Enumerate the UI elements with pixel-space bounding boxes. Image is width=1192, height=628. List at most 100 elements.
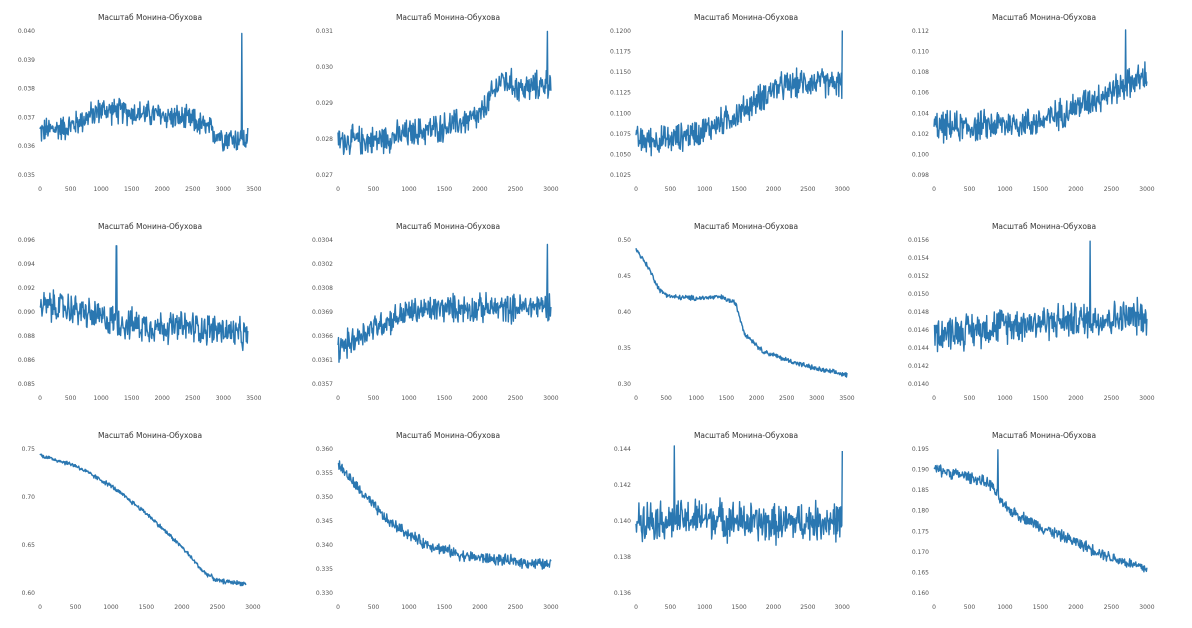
chart-panel: Масштаб Монина-Обухова 0.098 0.100 0.102 0.1… [912, 13, 1155, 193]
x-tick-label: 500 [964, 186, 976, 193]
x-tick-label: 3000 [543, 604, 558, 611]
x-tick-label: 0 [932, 186, 936, 193]
y-tick-label: 0.031 [316, 28, 333, 35]
series-line [39, 245, 249, 352]
x-tick-label: 1000 [697, 186, 712, 193]
y-tick-label: 0.1125 [610, 90, 631, 97]
chart-title: Масштаб Монина-Обухова [992, 431, 1096, 440]
series-line [39, 453, 247, 587]
x-tick-label: 1000 [689, 395, 704, 402]
y-tick-label: 0.088 [18, 333, 35, 340]
series-line [337, 243, 552, 363]
y-tick-label: 0.140 [614, 518, 631, 525]
x-tick-label: 1500 [437, 604, 452, 611]
x-tick-label: 2500 [779, 395, 794, 402]
x-tick-label: 3000 [1139, 604, 1154, 611]
y-tick-label: 0.1175 [610, 49, 631, 56]
x-tick-label: 3000 [245, 604, 260, 611]
y-tick-label: 0.1025 [610, 172, 631, 179]
y-tick-label: 0.094 [18, 261, 35, 268]
x-tick-label: 2000 [155, 395, 170, 402]
chart-panel: Масштаб Монина-Обухова 0.085 0.086 0.088 0.0… [18, 222, 262, 402]
y-tick-label: 0.098 [912, 172, 929, 179]
chart-panel: Масштаб Монина-Обухова 0.027 0.028 0.029 0.0… [316, 13, 559, 193]
x-tick-label: 2500 [1104, 604, 1119, 611]
x-tick-label: 1000 [93, 395, 108, 402]
y-tick-label: 0.345 [316, 518, 333, 525]
x-tick-label: 2000 [749, 395, 764, 402]
x-tick-label: 2500 [1104, 395, 1119, 402]
y-tick-label: 0.75 [22, 446, 36, 453]
series-line [933, 240, 1148, 353]
y-tick-label: 0.30 [618, 381, 632, 388]
y-tick-label: 0.340 [316, 542, 333, 549]
y-tick-label: 0.1200 [610, 28, 631, 35]
y-tick-label: 0.100 [912, 151, 929, 158]
y-tick-label: 0.165 [912, 569, 929, 576]
y-tick-label: 0.0152 [908, 273, 929, 280]
x-tick-label: 2500 [185, 395, 200, 402]
y-tick-label: 0.0361 [312, 357, 333, 364]
y-tick-label: 0.096 [18, 237, 35, 244]
x-tick-label: 3000 [216, 395, 231, 402]
x-tick-label: 1500 [731, 186, 746, 193]
x-tick-label: 500 [368, 604, 380, 611]
x-tick-label: 2500 [800, 604, 815, 611]
x-tick-label: 1000 [997, 604, 1012, 611]
x-tick-label: 2000 [472, 186, 487, 193]
y-tick-label: 0.350 [316, 494, 333, 501]
chart-panel: Масштаб Монина-Обухова 0.160 0.165 0.170 0.1… [912, 431, 1155, 611]
y-tick-label: 0.029 [316, 100, 333, 107]
x-tick-label: 1500 [1033, 186, 1048, 193]
y-tick-label: 0.092 [18, 285, 35, 292]
y-tick-label: 0.0144 [908, 345, 929, 352]
x-tick-label: 2500 [508, 604, 523, 611]
x-tick-label: 500 [665, 604, 677, 611]
chart-title: Масштаб Монина-Обухова [694, 431, 798, 440]
y-tick-label: 0.330 [316, 590, 333, 597]
x-tick-label: 3000 [543, 186, 558, 193]
x-tick-label: 2500 [508, 395, 523, 402]
series-line [933, 29, 1148, 144]
x-tick-label: 0 [38, 395, 42, 402]
x-tick-label: 500 [368, 186, 380, 193]
x-tick-label: 500 [368, 395, 380, 402]
x-tick-label: 3000 [809, 395, 824, 402]
y-tick-label: 0.030 [316, 64, 333, 71]
y-tick-label: 0.160 [912, 590, 929, 597]
y-tick-label: 0.037 [18, 114, 35, 121]
x-tick-label: 2000 [1068, 395, 1083, 402]
x-tick-label: 1000 [997, 395, 1012, 402]
y-tick-label: 0.138 [614, 554, 631, 561]
y-tick-label: 0.0148 [908, 309, 929, 316]
x-tick-label: 0 [634, 186, 638, 193]
y-tick-label: 0.360 [316, 446, 333, 453]
chart-panel: Масштаб Монина-Обухова 0.1025 0.1050 0.1075… [610, 13, 850, 193]
x-tick-label: 0 [634, 604, 638, 611]
y-tick-label: 0.036 [18, 143, 35, 150]
x-tick-label: 500 [65, 395, 77, 402]
x-tick-label: 1000 [103, 604, 118, 611]
x-tick-label: 3000 [1139, 395, 1154, 402]
x-tick-label: 2500 [800, 186, 815, 193]
series-line [635, 248, 848, 378]
x-tick-label: 2000 [1068, 604, 1083, 611]
x-tick-label: 1000 [697, 604, 712, 611]
x-tick-label: 3500 [246, 186, 261, 193]
y-tick-label: 0.50 [618, 237, 632, 244]
y-tick-label: 0.035 [18, 172, 35, 179]
y-tick-label: 0.040 [18, 28, 35, 35]
y-tick-label: 0.0156 [908, 237, 929, 244]
x-tick-label: 500 [70, 604, 82, 611]
y-tick-label: 0.102 [912, 131, 929, 138]
chart-title: Масштаб Монина-Обухова [396, 431, 500, 440]
y-tick-label: 0.0154 [908, 255, 929, 262]
y-tick-label: 0.175 [912, 528, 929, 535]
y-tick-label: 0.090 [18, 309, 35, 316]
x-tick-label: 3500 [246, 395, 261, 402]
series-line [635, 445, 843, 546]
y-tick-label: 0.1100 [610, 110, 631, 117]
chart-panel: Масштаб Монина-Обухова 0.330 0.335 0.340 0.3… [316, 431, 559, 611]
y-tick-label: 0.108 [912, 69, 929, 76]
chart-title: Масштаб Монина-Обухова [98, 222, 202, 231]
